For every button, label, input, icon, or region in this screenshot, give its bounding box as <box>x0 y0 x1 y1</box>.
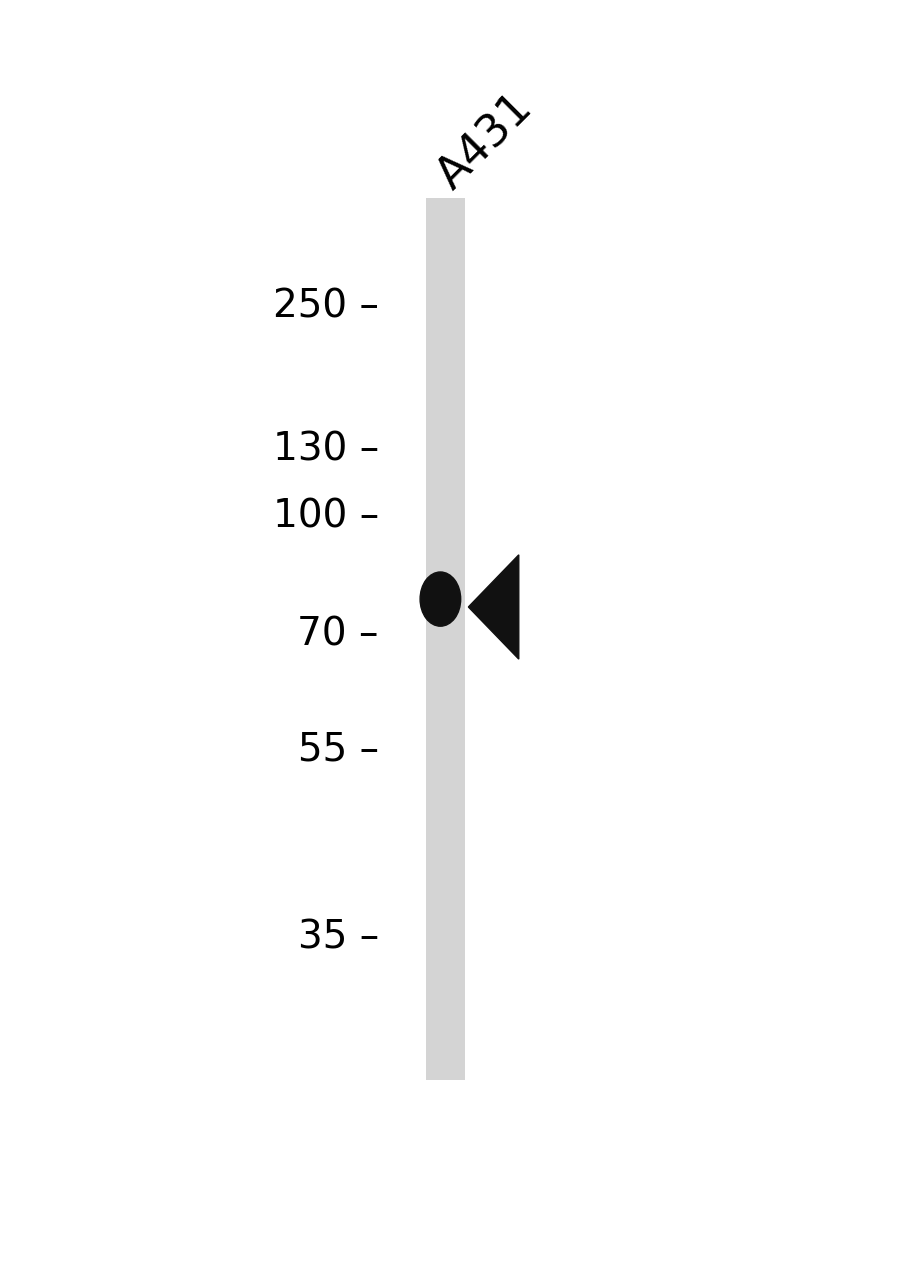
Text: 55 –: 55 – <box>298 731 379 769</box>
Bar <box>426 198 464 1080</box>
Text: 250 –: 250 – <box>272 288 379 325</box>
Ellipse shape <box>419 572 460 626</box>
Polygon shape <box>468 554 518 659</box>
Text: A431: A431 <box>428 86 540 198</box>
Text: 35 –: 35 – <box>298 918 379 956</box>
Text: 100 –: 100 – <box>272 498 379 535</box>
Text: 70 –: 70 – <box>297 616 379 654</box>
Text: 130 –: 130 – <box>272 430 379 468</box>
